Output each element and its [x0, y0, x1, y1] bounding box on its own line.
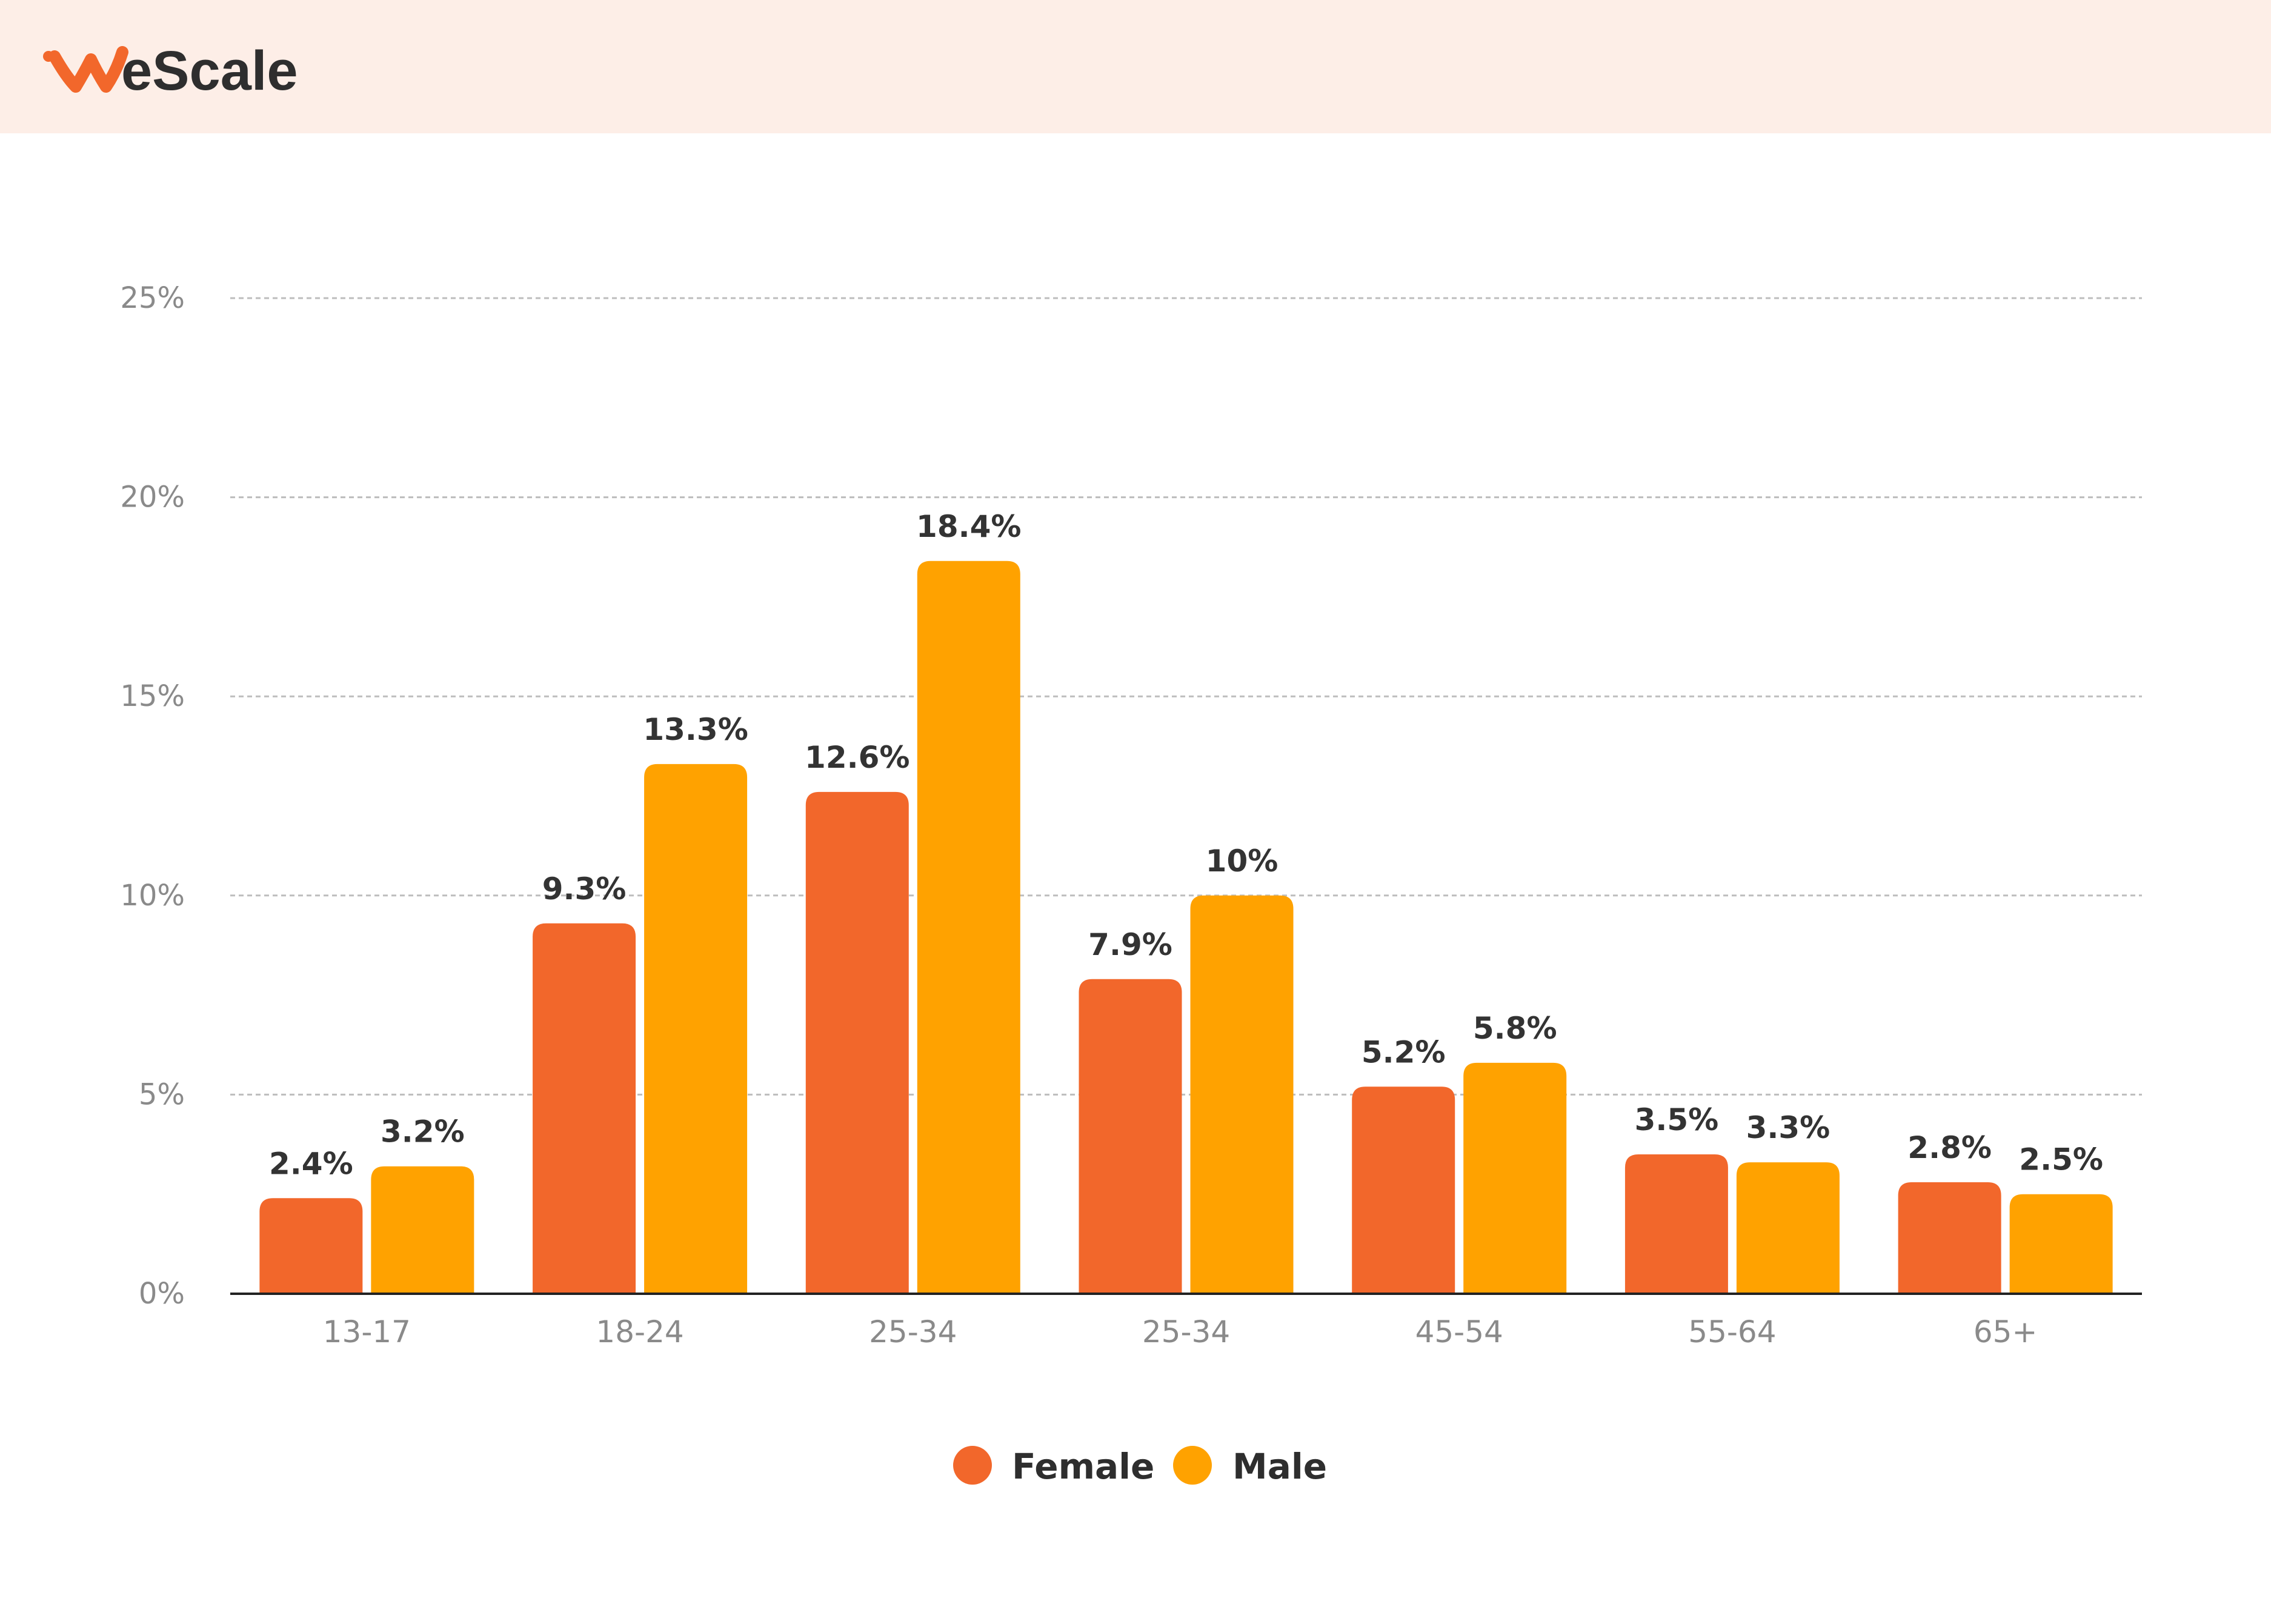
y-tick-label: 15%: [120, 679, 185, 713]
data-label: 9.3%: [542, 871, 627, 907]
y-tick-label: 25%: [120, 281, 185, 315]
data-label: 5.8%: [1473, 1011, 1557, 1046]
data-labels: 2.4% 3.2% 9.3% 13.3% 12.6% 18.4% 7.9% 10% 5.2% 5.…: [269, 509, 2103, 1182]
logo-text: eScale: [121, 40, 298, 102]
wescale-logo: eScale: [43, 40, 298, 102]
legend-label-female: Female: [1012, 1446, 1154, 1487]
bar-female-0: [259, 1198, 363, 1294]
legend-swatch-female: [953, 1446, 992, 1485]
x-tick-label: 13-17: [323, 1314, 411, 1349]
bars: [259, 561, 2113, 1294]
data-label: 2.5%: [2019, 1142, 2103, 1177]
x-tick-label: 25-34: [1142, 1314, 1230, 1349]
logo-w-swoosh-icon: [48, 46, 128, 93]
y-tick-label: 5%: [139, 1077, 185, 1111]
legend-swatch-male: [1173, 1446, 1212, 1485]
bar-female-1: [533, 923, 636, 1294]
grid-lines: [230, 297, 2142, 1096]
data-label: 5.2%: [1362, 1034, 1446, 1070]
bar-male-5: [1736, 1162, 1840, 1294]
bar-female-3: [1079, 979, 1182, 1294]
x-tick-label: 65+: [1973, 1314, 2038, 1349]
y-tick-label: 0%: [139, 1277, 185, 1311]
bar-male-1: [644, 764, 748, 1294]
bar-chart: 0% 5% 10% 15% 20% 25% 2.4% 3.2% 9.3% 13.3% 12.6% 1…: [120, 281, 2142, 1487]
x-tick-label: 45-54: [1415, 1314, 1503, 1349]
y-axis-tick-labels: 0% 5% 10% 15% 20% 25%: [120, 281, 185, 1311]
x-tick-label: 25-34: [869, 1314, 957, 1349]
x-tick-label: 55-64: [1688, 1314, 1776, 1349]
x-tick-label: 18-24: [596, 1314, 683, 1349]
bar-male-4: [1463, 1062, 1567, 1294]
header-banner: eScale: [0, 0, 2271, 133]
data-label: 3.3%: [1746, 1110, 1830, 1145]
bar-female-4: [1352, 1087, 1455, 1294]
bar-female-6: [1898, 1182, 2001, 1294]
bar-male-6: [2009, 1194, 2113, 1294]
bar-female-2: [805, 791, 909, 1294]
legend-label-male: Male: [1232, 1446, 1327, 1487]
bar-male-3: [1190, 895, 1294, 1294]
data-label: 2.8%: [1907, 1130, 1992, 1165]
data-label: 12.6%: [805, 740, 909, 775]
data-label: 13.3%: [643, 712, 748, 747]
bar-male-0: [371, 1166, 474, 1294]
y-tick-label: 10%: [120, 879, 185, 913]
data-label: 10%: [1206, 844, 1278, 879]
data-label: 7.9%: [1088, 927, 1172, 962]
data-label: 18.4%: [916, 509, 1021, 544]
data-label: 3.5%: [1635, 1102, 1719, 1137]
bar-female-5: [1624, 1154, 1728, 1294]
bar-male-2: [917, 561, 1020, 1294]
y-tick-label: 20%: [120, 481, 185, 514]
data-label: 2.4%: [269, 1146, 353, 1181]
data-label: 3.2%: [381, 1114, 465, 1150]
x-axis-tick-labels: 13-17 18-24 25-34 25-34 45-54 55-64 65+: [323, 1314, 2038, 1349]
legend: Female Male: [953, 1446, 1327, 1487]
